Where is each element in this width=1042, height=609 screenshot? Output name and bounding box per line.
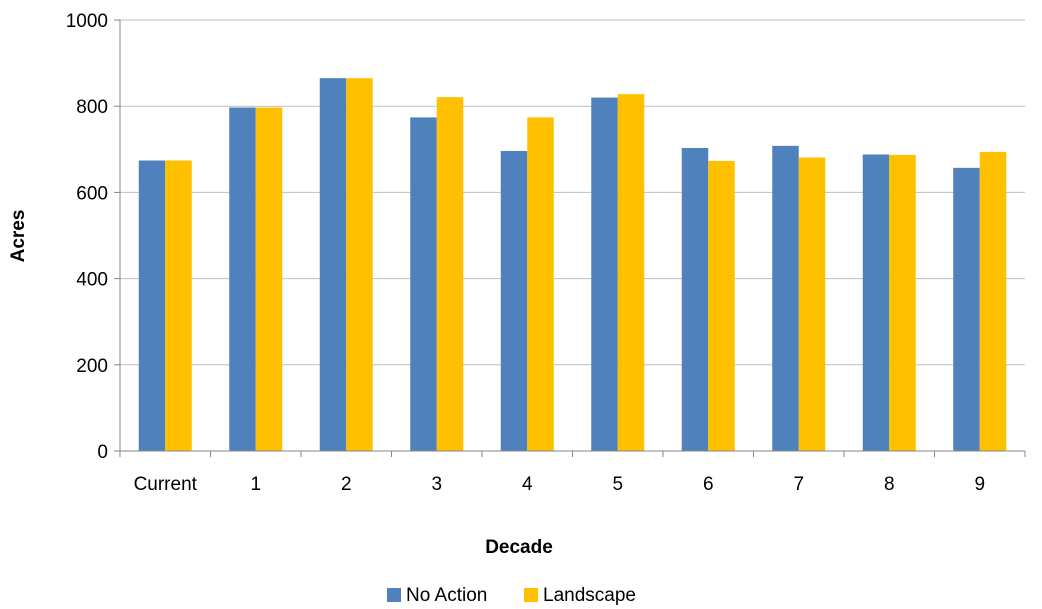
bar-no-action (953, 167, 980, 451)
bars (138, 78, 1007, 452)
x-tick-label: Current (134, 474, 198, 495)
y-tick-label: 200 (76, 356, 108, 377)
bar-landscape (346, 78, 373, 451)
y-tick-label: 400 (76, 270, 108, 291)
tick-labels: 0 200 400 600 800 1000 Current 1 2 3 4 5 6 7 8 9 (66, 11, 985, 495)
x-tick-label: 3 (431, 474, 442, 495)
x-axis-title: Decade (485, 537, 553, 558)
x-tick-label: 4 (522, 474, 533, 495)
y-tick-label: 600 (76, 183, 108, 204)
bar-no-action (319, 78, 347, 451)
x-tick-label: 9 (974, 474, 985, 495)
bar-landscape (165, 160, 192, 452)
bar-landscape (527, 117, 554, 451)
x-tick-label: 1 (250, 474, 261, 495)
bar-landscape (889, 154, 916, 451)
x-tick-label: 5 (612, 474, 623, 495)
y-axis-title: Acres (8, 210, 29, 263)
bar-no-action (410, 117, 437, 451)
legend-swatch-landscape (524, 588, 538, 602)
y-tick-label: 800 (76, 97, 108, 118)
legend-label-landscape: Landscape (543, 585, 636, 606)
bar-landscape (436, 97, 464, 452)
legend-swatch-no-action (387, 588, 401, 602)
x-tick-label: 2 (341, 474, 352, 495)
bar-landscape (979, 151, 1007, 452)
bar-no-action (772, 145, 799, 452)
bar-landscape (708, 160, 735, 451)
bar-no-action (138, 160, 166, 452)
bar-no-action (862, 154, 890, 452)
y-tick-label: 0 (97, 442, 108, 463)
bar-landscape (798, 157, 826, 451)
bar-no-action (681, 148, 709, 451)
bar-no-action (500, 151, 528, 452)
legend: No Action Landscape (387, 585, 636, 606)
bar-no-action (591, 97, 618, 451)
y-tick-label: 1000 (66, 11, 108, 32)
bar-landscape (617, 94, 645, 451)
x-tick-label: 8 (884, 474, 895, 495)
bar-landscape (255, 107, 283, 452)
x-tick-label: 7 (793, 474, 804, 495)
axes (114, 19, 1026, 457)
bar-no-action (229, 107, 256, 452)
x-tick-label: 6 (703, 474, 714, 495)
legend-label-no-action: No Action (406, 585, 487, 606)
